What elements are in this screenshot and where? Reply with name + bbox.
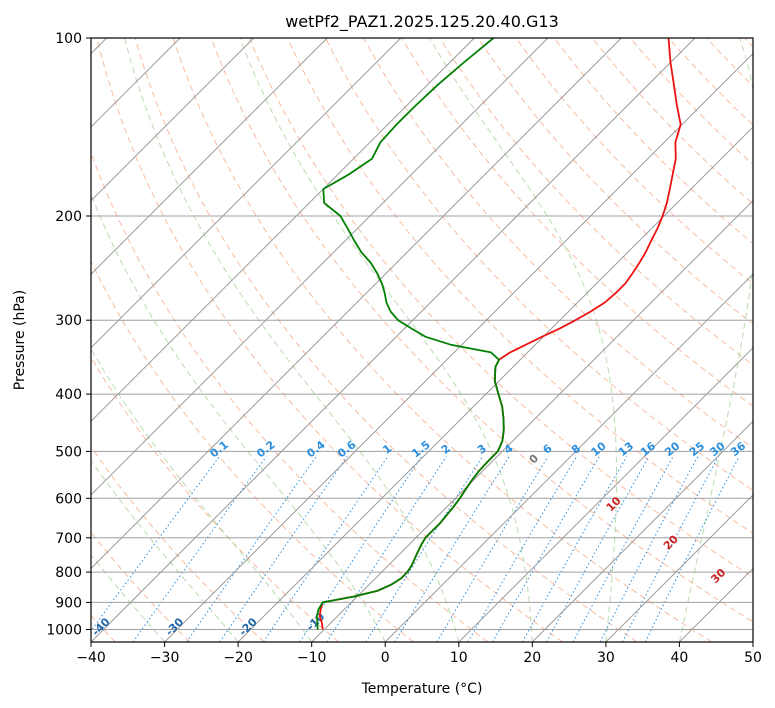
x-tick-label: −30 (150, 650, 180, 666)
y-tick-label: 300 (55, 313, 82, 329)
x-axis-label: Temperature (°C) (361, 681, 483, 697)
x-axis-ticks: −40 −30 −20 −10 0 10 20 30 40 50 (76, 642, 762, 666)
moist-adiabat-line (91, 554, 165, 642)
isotherm-line (164, 52, 753, 642)
isotherm-line (91, 38, 622, 570)
dry-adiabat-line (91, 260, 414, 642)
mixing-ratio-line (394, 456, 510, 642)
moist-adiabat-line (91, 459, 239, 642)
mixing-ratio-line (572, 456, 674, 642)
dry-adiabat-line (210, 38, 753, 623)
x-tick-label: 30 (597, 650, 615, 666)
dry-adiabat-line (629, 38, 753, 166)
dry-adiabat-line (591, 38, 753, 205)
dry-adiabat-line (477, 38, 753, 325)
x-tick-label: 40 (670, 650, 688, 666)
isotherm-line (91, 38, 402, 349)
moist-adiabat-line (239, 38, 533, 642)
x-tick-label: −20 (223, 650, 253, 666)
dry-adiabat-line (91, 445, 265, 642)
dry-adiabat-line (134, 38, 638, 642)
plot-frame (90, 37, 754, 643)
y-tick-label: 900 (55, 595, 82, 611)
isotherm-line (605, 494, 753, 642)
isotherm-line (237, 126, 753, 642)
y-tick-label: 200 (55, 209, 82, 225)
x-tick-label: 10 (450, 650, 468, 666)
mixing-ratio-line (263, 456, 389, 642)
moist-adiabat-line (91, 193, 386, 642)
mixing-ratio-line (522, 456, 628, 642)
x-tick-label: 50 (744, 650, 762, 666)
mixing-ratio-line (644, 456, 740, 642)
x-tick-label: −10 (297, 650, 327, 666)
mixing-ratio-line (186, 456, 317, 642)
dry-adiabat-line (96, 38, 563, 642)
isotherm-line (531, 420, 753, 642)
x-tick-label: 20 (523, 650, 541, 666)
mixing-ratio-line (326, 456, 447, 642)
dry-adiabat-line (248, 38, 753, 578)
mixing-ratio-line (599, 456, 699, 642)
sounding-series (315, 38, 682, 630)
mixing-ratio-line (546, 456, 650, 642)
y-tick-label: 400 (55, 387, 82, 403)
y-axis-ticks: 100 200 300 400 500 600 700 800 900 1000 (46, 31, 91, 639)
mixing-ratio-line (219, 456, 348, 642)
mixing-ratio-line (365, 456, 483, 642)
isotherm-line (91, 38, 255, 202)
isotherm-line (458, 347, 753, 642)
dry-adiabat-line (172, 38, 713, 642)
moist-adiabat-line (678, 38, 753, 642)
mixing-ratio-line (436, 456, 549, 642)
y-tick-label: 600 (55, 491, 82, 507)
dry-adiabat-line (286, 38, 753, 534)
isotherm-line (311, 199, 753, 642)
y-tick-label: 1000 (46, 623, 82, 639)
skewed-isotherms (91, 38, 753, 642)
isobar-gridlines (91, 38, 753, 630)
isotherm-line (91, 38, 475, 423)
isotherm-line (384, 273, 753, 642)
x-tick-label: −40 (76, 650, 106, 666)
isotherm-line (91, 38, 328, 275)
dry-adiabat-line (401, 38, 753, 407)
moist-adiabat-line (124, 38, 460, 642)
chart-title: wetPf2_PAZ1.2025.125.20.40.G13 (285, 12, 559, 32)
isotherm-line (91, 38, 696, 642)
y-tick-label: 800 (55, 565, 82, 581)
moist-adiabat-line (429, 38, 618, 642)
y-tick-label: 700 (55, 531, 82, 547)
isotherm-line (91, 38, 549, 496)
x-tick-label: 0 (381, 650, 390, 666)
y-tick-label: 500 (55, 444, 82, 460)
y-tick-label: 100 (55, 31, 82, 47)
y-axis-label: Pressure (hPa) (12, 290, 28, 390)
dewpoint-profile-line (315, 38, 505, 630)
